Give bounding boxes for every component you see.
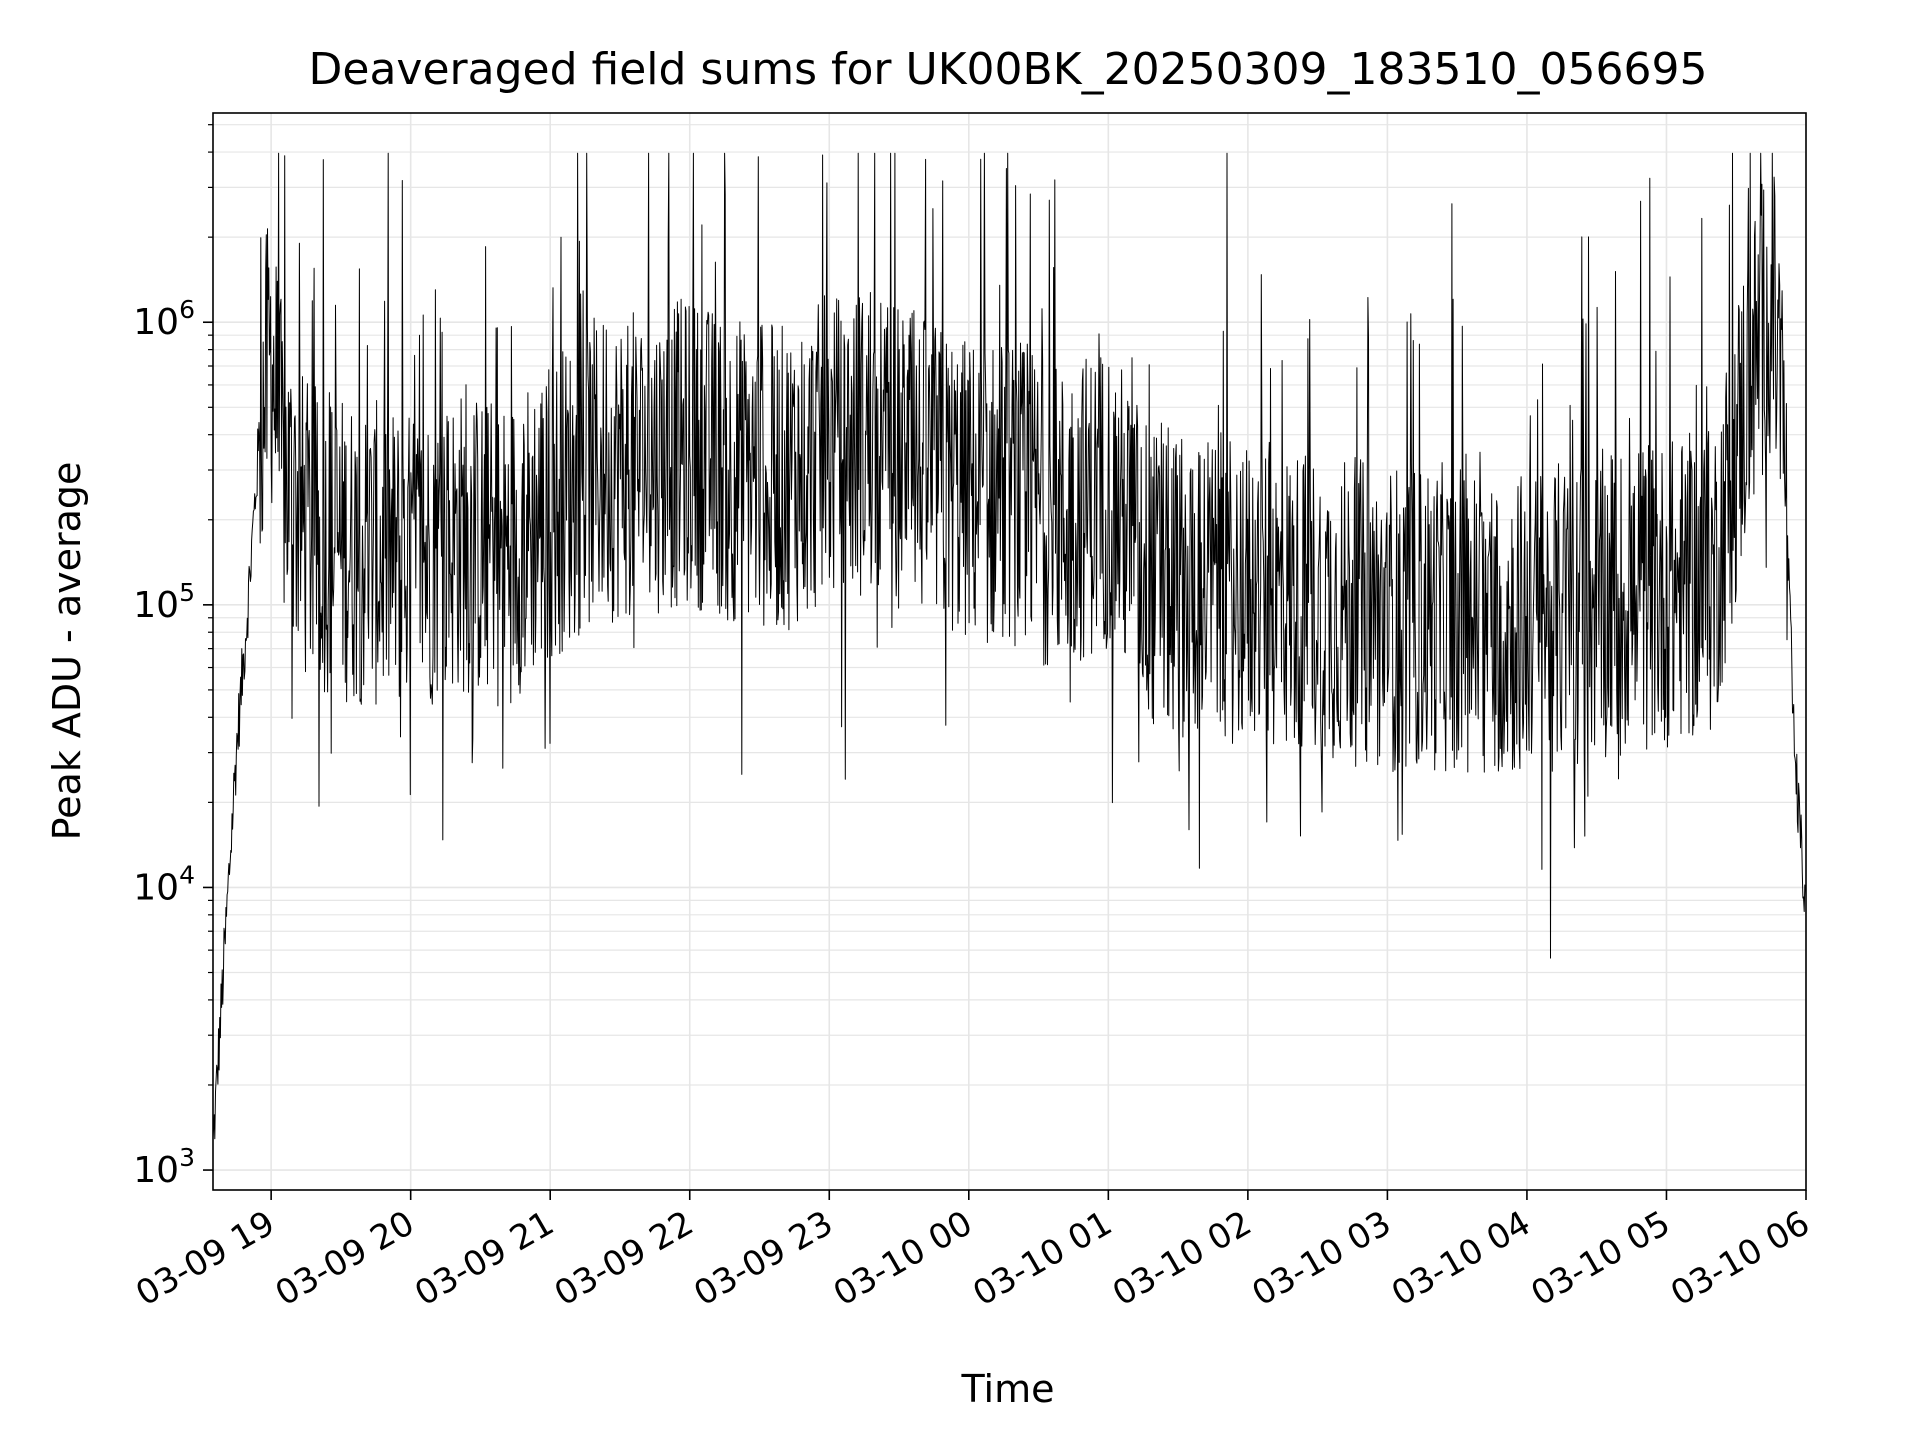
y-axis-label: Peak ADU - average: [45, 462, 89, 841]
x-tick-label: 03-10 00: [827, 1203, 979, 1314]
x-tick-label: 03-10 05: [1525, 1203, 1677, 1314]
y-tick-label: 106: [133, 295, 195, 343]
x-tick-label: 03-09 19: [129, 1203, 281, 1314]
x-tick-label: 03-09 20: [269, 1203, 421, 1314]
series-line: [212, 152, 1807, 1140]
y-tick-label: 104: [133, 860, 195, 908]
grid-lines: [213, 113, 1807, 1190]
x-tick-label: 03-10 02: [1106, 1203, 1258, 1314]
x-tick-label: 03-10 04: [1385, 1203, 1537, 1314]
chart-title: Deaveraged field sums for UK00BK_2025030…: [309, 44, 1708, 95]
x-tick-label: 03-09 21: [408, 1203, 560, 1314]
x-tick-label: 03-09 23: [687, 1203, 839, 1314]
x-tick-label: 03-10 01: [966, 1203, 1118, 1314]
y-axis-ticks: 103 104 105 106: [133, 124, 213, 1191]
plot-frame: [212, 112, 1807, 1191]
y-tick-label: 103: [133, 1143, 195, 1191]
x-tick-label: 03-10 03: [1246, 1203, 1398, 1314]
x-axis-label: Time: [961, 1367, 1055, 1411]
x-tick-label: 03-09 22: [548, 1203, 700, 1314]
x-tick-label: 03-10 06: [1664, 1203, 1816, 1314]
y-tick-label: 105: [133, 578, 195, 626]
